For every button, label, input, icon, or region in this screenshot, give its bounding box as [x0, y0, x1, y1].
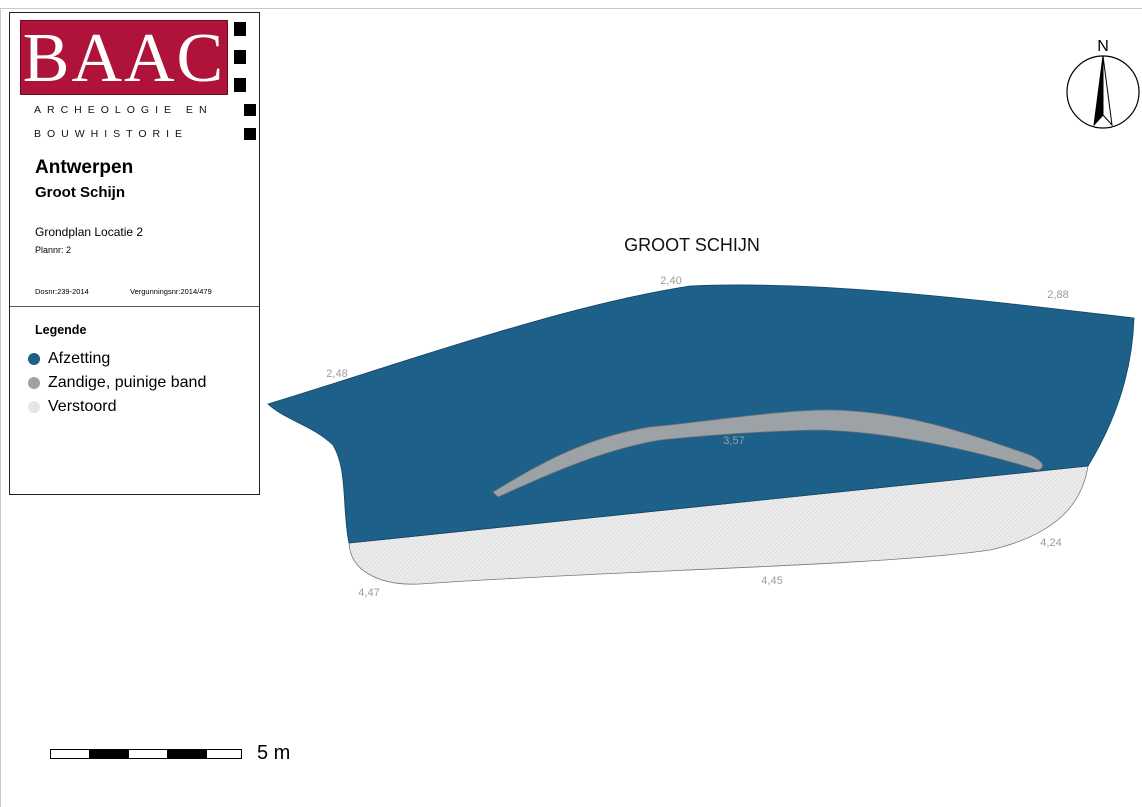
- plan-title: Grondplan Locatie 2: [35, 225, 144, 239]
- legend-swatch-icon: [28, 401, 40, 413]
- legend-label: Verstoord: [48, 398, 117, 415]
- permit-number: Vergunningsnr:2014/479: [130, 287, 212, 296]
- scale-segment: [128, 749, 168, 759]
- depth-label: 4,24: [1040, 537, 1061, 549]
- panel-divider: [10, 306, 259, 307]
- site-name: Groot Schijn: [35, 184, 125, 201]
- depth-label: 2,48: [326, 368, 347, 380]
- scale-segment: [89, 749, 129, 759]
- logo-tagline-1: ARCHEOLOGIE EN: [34, 104, 213, 116]
- zandige-band-area: [492, 409, 1043, 498]
- logo-square-icon: [234, 78, 246, 92]
- legend-swatch-icon: [28, 353, 40, 365]
- place-title: Antwerpen: [35, 157, 134, 178]
- logo-wordmark: BAAC: [20, 20, 228, 97]
- map-frame-top: [0, 8, 1142, 9]
- logo-square-icon: [244, 104, 256, 116]
- depth-label: 4,47: [358, 587, 379, 599]
- plan-number: Plannr: 2: [35, 245, 72, 255]
- depth-label: 3,57: [723, 435, 744, 447]
- legend-panel: BAAC ARCHEOLOGIE EN BOUWHISTORIE Antwerp…: [9, 12, 260, 495]
- north-arrow-icon: N: [1066, 38, 1140, 129]
- baac-logo: BAAC ARCHEOLOGIE EN BOUWHISTORIE: [20, 20, 256, 140]
- legend-title: Legende: [35, 323, 87, 337]
- legend-swatch-icon: [28, 377, 40, 389]
- depth-label: 2,88: [1047, 289, 1068, 301]
- depth-label: 4,45: [761, 575, 782, 587]
- logo-square-icon: [244, 128, 256, 140]
- legend-label: Afzetting: [48, 350, 111, 367]
- logo-square-icon: [234, 22, 246, 36]
- legend-item-zandige-band: Zandige, puinige band: [28, 373, 206, 393]
- legend-label: Zandige, puinige band: [48, 374, 207, 391]
- scale-segment: [206, 749, 242, 759]
- depth-label: 2,40: [660, 275, 681, 287]
- map-frame-left: [0, 8, 1, 807]
- verstoord-area: [348, 465, 1089, 585]
- legend-item-afzetting: Afzetting: [28, 349, 110, 369]
- legend-item-verstoord: Verstoord: [28, 397, 116, 417]
- logo-tagline-2: BOUWHISTORIE: [34, 128, 189, 140]
- dossier-number: Dosnr:239-2014: [35, 287, 89, 296]
- scale-segment: [50, 749, 90, 759]
- north-label: N: [1097, 38, 1109, 55]
- scale-label: 5 m: [257, 742, 291, 764]
- map-title: GROOT SCHIJN: [624, 235, 760, 255]
- logo-square-icon: [234, 50, 246, 64]
- scale-bar: [50, 749, 242, 759]
- scale-segment: [167, 749, 207, 759]
- afzetting-area: [267, 284, 1135, 544]
